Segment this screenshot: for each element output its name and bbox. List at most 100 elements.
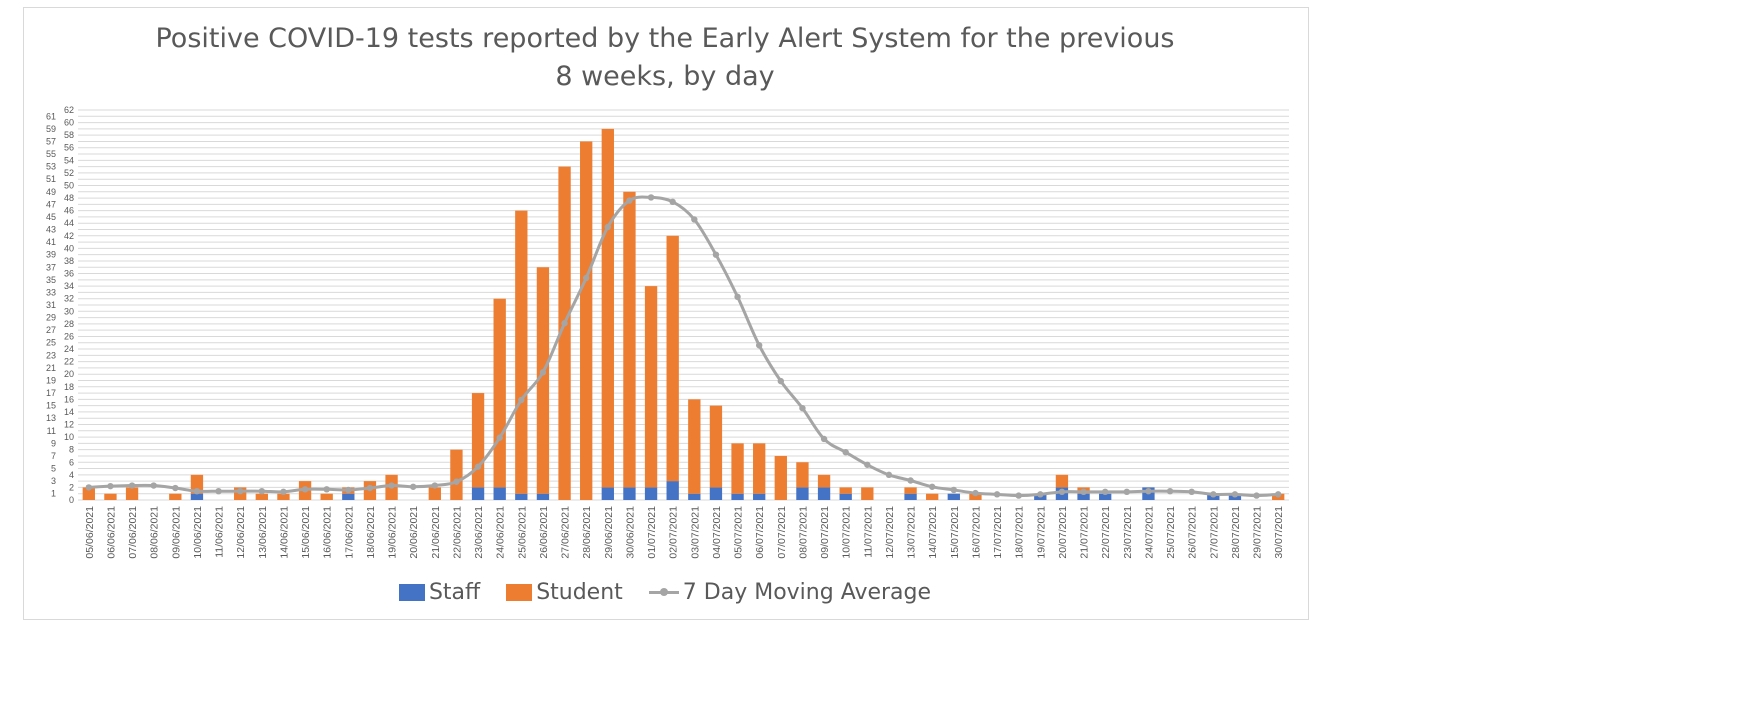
moving-average-point — [647, 194, 655, 201]
bar-staff — [688, 493, 701, 500]
x-tick-label: 05/07/2021 — [733, 506, 745, 559]
moving-average-point — [172, 484, 179, 492]
moving-average-point — [734, 293, 741, 301]
y-tick-label: 41 — [46, 237, 56, 247]
x-tick-label: 24/07/2021 — [1143, 506, 1155, 559]
y-tick-label: 50 — [64, 180, 74, 190]
moving-average-point — [323, 486, 330, 493]
y-tick-label: 32 — [64, 294, 74, 304]
chart-title: Positive COVID-19 tests reported by the … — [23, 20, 1307, 96]
moving-average-point — [1145, 487, 1152, 495]
x-tick-label: 07/06/2021 — [127, 506, 139, 559]
bar-student — [861, 487, 874, 500]
bar-staff — [731, 493, 744, 500]
y-tick-label: 15 — [46, 401, 56, 411]
moving-average-point — [1015, 492, 1022, 499]
y-tick-label: 27 — [46, 325, 56, 335]
moving-average-point — [669, 198, 676, 206]
x-tick-label: 10/06/2021 — [192, 506, 204, 559]
moving-average-point — [1037, 491, 1044, 498]
x-tick-label: 20/06/2021 — [408, 506, 420, 559]
bar-student — [774, 455, 787, 500]
bar-staff — [190, 493, 204, 500]
y-tick-label: 6 — [69, 457, 74, 467]
y-tick-label: 11 — [47, 426, 56, 436]
bar-staff — [666, 481, 679, 500]
moving-average-point — [799, 404, 806, 412]
x-tick-label: 16/07/2021 — [970, 506, 982, 559]
bar-staff — [515, 493, 528, 500]
moving-average-point — [1210, 491, 1217, 498]
bar-student — [125, 487, 139, 500]
bar-student — [580, 141, 593, 501]
x-tick-label: 11/06/2021 — [214, 506, 226, 558]
x-tick-label: 24/06/2021 — [495, 506, 507, 559]
bar-student — [709, 405, 723, 488]
legend-item-student: Student — [506, 580, 623, 605]
moving-average-point — [150, 482, 157, 489]
bar-student — [536, 267, 550, 494]
chart-title-line-2: 8 weeks, by day — [555, 61, 775, 92]
bar-student — [450, 449, 463, 500]
y-tick-label: 35 — [46, 275, 56, 285]
legend-swatch-staff — [398, 584, 425, 601]
y-tick-label: 51 — [46, 174, 56, 184]
moving-average-point — [409, 483, 417, 490]
y-tick-label: 61 — [46, 111, 56, 121]
x-tick-label: 21/07/2021 — [1079, 506, 1091, 559]
bar-student — [817, 474, 831, 488]
y-tick-label: 38 — [64, 256, 74, 266]
y-tick-label: 3 — [51, 476, 56, 486]
bar-staff — [817, 487, 831, 500]
y-tick-label: 28 — [64, 319, 74, 329]
y-tick-label: 40 — [64, 243, 74, 253]
x-tick-label: 02/07/2021 — [668, 506, 680, 559]
chart-title-line-1: Positive COVID-19 tests reported by the … — [155, 23, 1175, 54]
y-tick-label: 12 — [64, 420, 74, 430]
bar-staff — [753, 493, 766, 500]
y-tick-label: 45 — [46, 212, 56, 222]
x-tick-label: 05/06/2021 — [84, 506, 96, 559]
x-tick-label: 29/07/2021 — [1252, 506, 1264, 559]
bar-student — [471, 393, 485, 488]
moving-average-point — [1231, 491, 1239, 498]
moving-average-point — [1253, 492, 1260, 499]
bar-staff — [839, 493, 852, 500]
moving-average-point — [258, 487, 266, 495]
y-tick-label: 58 — [64, 130, 74, 140]
x-tick-label: 30/07/2021 — [1273, 506, 1285, 559]
legend-line-moving-average — [648, 588, 679, 596]
x-tick-label: 22/07/2021 — [1100, 506, 1112, 559]
bar-staff — [796, 487, 809, 500]
bar-staff — [623, 487, 636, 500]
x-tick-label: 09/07/2021 — [819, 506, 831, 559]
moving-average-point — [474, 463, 482, 470]
y-tick-label: 20 — [64, 369, 74, 379]
x-tick-label: 23/07/2021 — [1122, 506, 1134, 559]
legend-label-moving-average: 7 Day Moving Average — [682, 580, 932, 605]
x-tick-label: 11/07/2021 — [862, 506, 874, 558]
y-tick-label: 55 — [46, 149, 56, 159]
y-tick-label: 29 — [46, 313, 56, 323]
x-tick-label: 27/06/2021 — [560, 506, 572, 559]
x-tick-label: 25/06/2021 — [516, 506, 528, 559]
y-tick-label: 10 — [64, 432, 74, 442]
moving-average-point — [864, 461, 871, 468]
x-tick-label: 06/06/2021 — [105, 506, 117, 559]
bar-student — [255, 493, 268, 500]
x-tick-label: 15/07/2021 — [949, 506, 961, 559]
bar-staff — [1099, 493, 1112, 500]
moving-average-point — [107, 482, 114, 490]
x-tick-label: 14/07/2021 — [927, 506, 939, 559]
y-tick-label: 34 — [64, 281, 74, 291]
x-tick-label: 21/06/2021 — [430, 506, 442, 559]
x-tick-label: 18/06/2021 — [365, 506, 377, 559]
moving-average-point — [626, 197, 633, 204]
moving-average-point — [561, 320, 568, 327]
y-tick-label: 21 — [46, 363, 56, 373]
moving-average-point — [431, 482, 439, 489]
y-tick-label: 17 — [46, 388, 56, 398]
y-tick-label: 57 — [46, 136, 56, 146]
moving-average-point — [85, 484, 93, 491]
x-tick-label: 17/07/2021 — [992, 506, 1004, 559]
